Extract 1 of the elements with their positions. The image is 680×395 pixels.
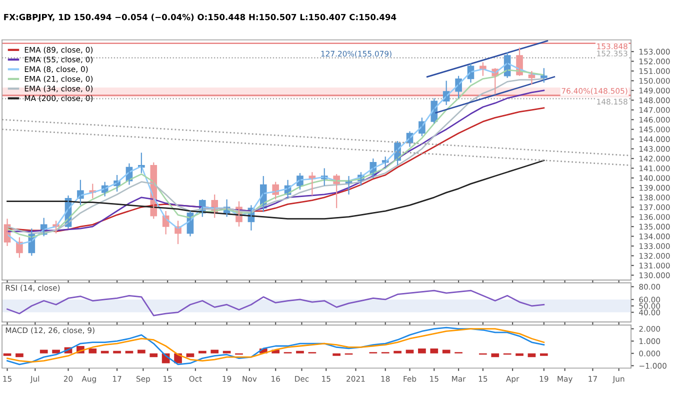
chart-title: FX:GBPJPY, 1D 150.494 −0.054 (−0.04%) O:150.448 H:150.507 L:150.407 C:150.494 [4, 14, 396, 22]
